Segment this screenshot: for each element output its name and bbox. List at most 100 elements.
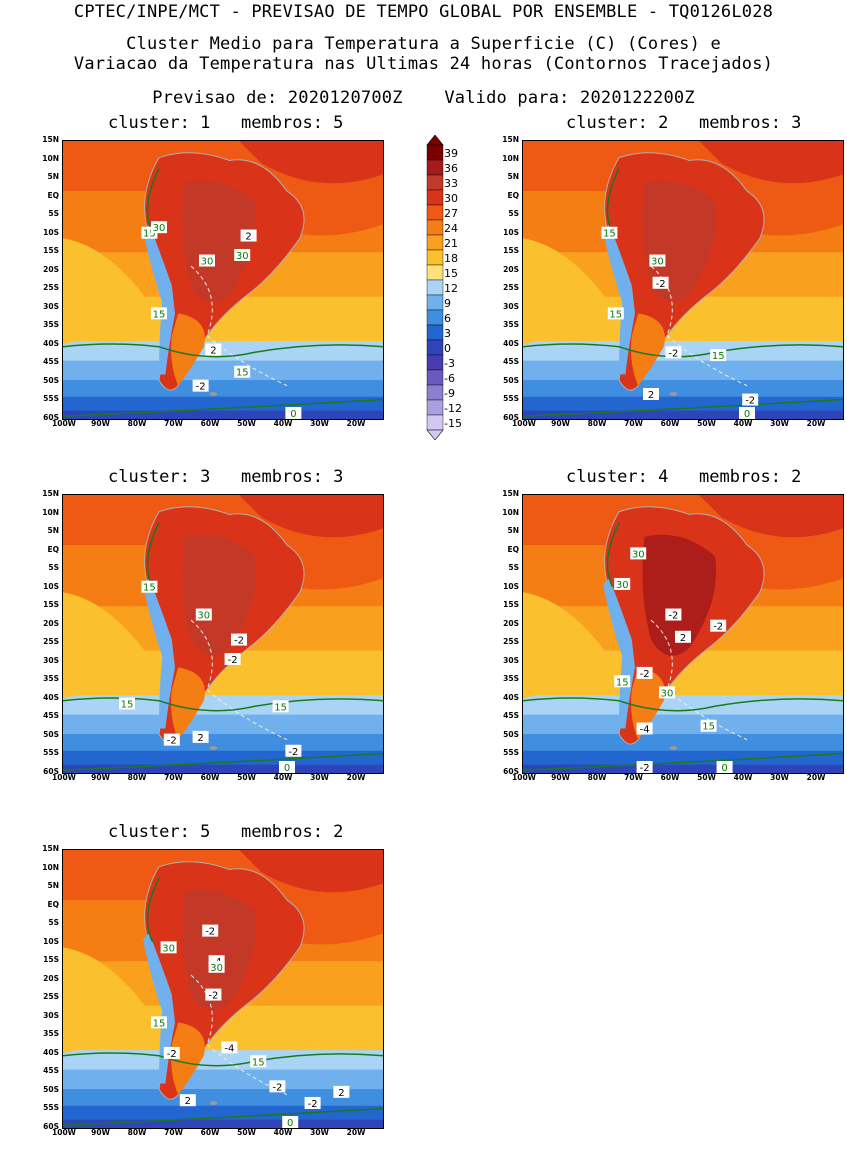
lat-label: 10N	[42, 862, 59, 872]
contour-label: -2	[269, 1080, 286, 1093]
lat-label: 60S	[43, 767, 59, 776]
colorbar-segment	[426, 354, 444, 371]
colorbar-bottom-arrow	[426, 429, 444, 441]
contour-label: 2	[192, 730, 209, 744]
svg-text:30: 30	[632, 549, 645, 560]
lon-label: 100W	[52, 1128, 76, 1137]
contour-label: 30	[614, 577, 631, 591]
lon-label: 60W	[660, 419, 680, 428]
contour-label: -2	[285, 744, 302, 758]
svg-text:-2: -2	[228, 655, 238, 666]
svg-text:30: 30	[153, 223, 166, 234]
svg-text:30: 30	[210, 963, 223, 974]
colorbar-segment	[426, 399, 444, 416]
contour-label: 15	[607, 307, 624, 320]
contour-label: 30	[649, 254, 666, 268]
contour-label: 30	[151, 221, 167, 234]
lat-label: 5N	[47, 881, 60, 891]
colorbar-segment	[426, 189, 444, 206]
lat-label: 15N	[42, 844, 59, 853]
svg-text:15: 15	[121, 700, 134, 711]
lon-label: 30W	[310, 1128, 329, 1137]
contour-label: 30	[659, 686, 675, 699]
colorbar-segment	[426, 219, 444, 236]
svg-text:2: 2	[185, 1096, 191, 1107]
lon-label: 50W	[697, 773, 716, 782]
lat-label: 5N	[47, 526, 60, 536]
colorbar-label: 6	[444, 311, 451, 325]
lat-label: 5S	[508, 563, 519, 573]
colorbar-segment	[426, 384, 444, 401]
lat-label: 50S	[43, 1084, 59, 1094]
svg-text:-2: -2	[308, 1099, 318, 1110]
lat-label: 10S	[503, 581, 519, 591]
colorbar-segment	[426, 279, 444, 296]
contour-label: -2	[304, 1096, 321, 1110]
lat-label: 35S	[43, 674, 59, 684]
header-line-4: Previsao de: 2020120700Z Valido para: 20…	[152, 88, 695, 108]
colorbar-segment	[426, 294, 444, 311]
lon-label: 90W	[91, 419, 110, 428]
contour-label: 15	[151, 1016, 167, 1029]
contour-label: 0	[282, 1116, 299, 1128]
header-line-1: CPTEC/INPE/MCT - PREVISAO DE TEMPO GLOBA…	[73, 2, 774, 22]
lon-label: 90W	[91, 1128, 110, 1137]
map-area: 15 30 -2 15 -2 15 2 -2 0	[522, 140, 844, 420]
svg-text:15: 15	[702, 722, 715, 733]
contour-label: 2	[179, 1094, 196, 1107]
lon-label: 30W	[770, 419, 789, 428]
svg-text:-2: -2	[288, 747, 298, 758]
lon-label: 50W	[697, 419, 716, 428]
contour-label: 15	[700, 719, 717, 733]
lat-label: 45S	[43, 357, 59, 367]
lat-label: 5N	[47, 172, 60, 182]
lon-label: 70W	[164, 1128, 183, 1137]
temperature-field: -230-430-215-2-415-22-220	[63, 850, 383, 1128]
colorbar-segment	[426, 174, 444, 191]
contour-label: 15	[141, 580, 158, 594]
svg-text:15: 15	[616, 677, 629, 688]
lat-label: 10N	[502, 153, 519, 163]
colorbar-label: -12	[444, 401, 462, 415]
lat-label: 20S	[503, 618, 519, 628]
contour-label: -2	[224, 653, 241, 666]
contour-label: -2	[665, 346, 682, 359]
lat-label: 5S	[508, 209, 519, 219]
lat-label: 55S	[43, 394, 59, 404]
lon-label: 40W	[733, 773, 753, 782]
svg-text:30: 30	[201, 257, 214, 268]
panel-title: cluster: 4 membros: 2	[566, 467, 802, 487]
lon-label: 40W	[733, 419, 753, 428]
colorbar-segment	[426, 204, 444, 221]
contour-label: -2	[231, 633, 247, 647]
svg-text:-2: -2	[167, 736, 177, 747]
lon-label: 30W	[770, 773, 789, 782]
svg-text:15: 15	[603, 229, 616, 240]
colorbar: 39 36 33 30 27 24 21 18 15 12 9 6 3 0 -3 -6 -9 -12 -15	[426, 134, 486, 441]
contour-label: 0	[285, 407, 302, 419]
lon-label: 40W	[273, 773, 293, 782]
lon-label: 100W	[512, 773, 536, 782]
lat-label: 15N	[42, 489, 59, 498]
colorbar-segment	[426, 264, 444, 281]
colorbar-label: 33	[444, 176, 458, 190]
colorbar-label: -15	[444, 416, 462, 430]
contour-label: 15	[601, 226, 618, 240]
svg-text:-2: -2	[167, 1049, 177, 1060]
contour-label: 0	[716, 761, 733, 773]
colorbar-segment	[426, 234, 444, 251]
lon-label: 20W	[346, 419, 366, 428]
map-area: -230-430-215-2-415-22-220	[62, 849, 384, 1129]
svg-text:2: 2	[680, 633, 686, 644]
svg-text:-2: -2	[205, 927, 215, 938]
svg-text:30: 30	[661, 688, 674, 699]
lon-label: 80W	[127, 773, 147, 782]
svg-text:-2: -2	[640, 763, 650, 773]
lat-label: EQ	[47, 544, 60, 554]
lat-label: 35S	[43, 1029, 59, 1039]
lat-label: 50S	[503, 375, 519, 385]
svg-text:-2: -2	[713, 622, 723, 633]
lon-label: 80W	[127, 1128, 147, 1137]
